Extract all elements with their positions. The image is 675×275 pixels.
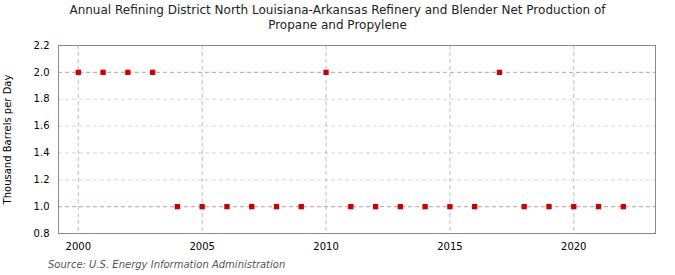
svg-text:2020: 2020 [561,241,586,252]
svg-text:2.2: 2.2 [34,40,50,51]
svg-text:0.8: 0.8 [34,228,50,239]
svg-text:2000: 2000 [66,241,91,252]
svg-text:1.6: 1.6 [34,120,50,131]
svg-text:1.0: 1.0 [34,201,50,212]
svg-text:2015: 2015 [437,241,462,252]
svg-text:Thousand Barrels per Day: Thousand Barrels per Day [2,75,13,206]
html-text:Source: U.S. Energy Informatio: Source: U.S. Energy Information Administ… [48,259,286,270]
svg-text:2005: 2005 [189,241,214,252]
svg-text:2.0: 2.0 [34,67,50,78]
svg-text:2010: 2010 [313,241,338,252]
svg-text:1.4: 1.4 [34,147,50,158]
svg-text:1.8: 1.8 [34,93,50,104]
html-text:Annual Refining District North: Annual Refining District North Louisiana… [69,3,606,32]
svg-text:1.2: 1.2 [34,174,50,185]
